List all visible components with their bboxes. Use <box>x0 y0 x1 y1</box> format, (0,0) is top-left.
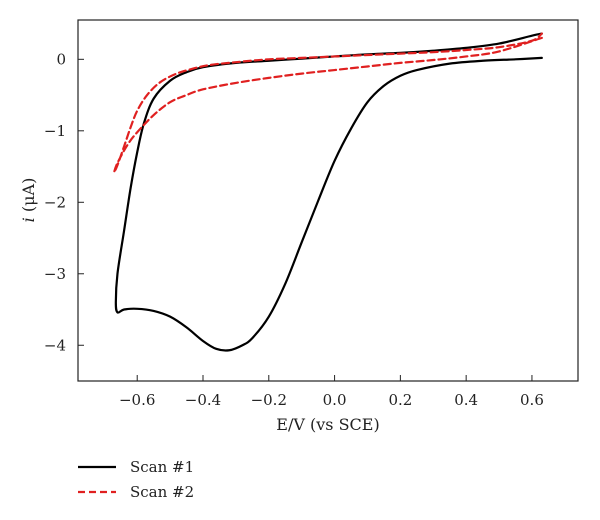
legend-label-scan-2: Scan #2 <box>130 483 194 501</box>
y-axis-label-unit: (μA) <box>19 178 38 218</box>
y-tick-label: 0 <box>56 50 66 68</box>
y-tick-label: −3 <box>44 265 66 283</box>
y-tick-label: −2 <box>44 193 66 211</box>
x-tick-label: 0.0 <box>323 391 347 409</box>
plot-frame <box>77 19 579 382</box>
series-line-scan-2 <box>113 32 543 174</box>
y-tick-label: −4 <box>44 336 66 354</box>
x-tick-label: −0.2 <box>251 391 287 409</box>
legend: Scan #1 Scan #2 <box>78 458 194 501</box>
y-tick-label: −1 <box>44 122 66 140</box>
x-axis-ticks: −0.6 −0.4 −0.2 0.0 0.2 0.4 0.6 <box>119 375 544 409</box>
y-axis-ticks: 0 −1 −2 −3 −4 <box>44 50 84 354</box>
series-lines <box>113 32 543 352</box>
x-tick-label: −0.4 <box>185 391 221 409</box>
x-tick-label: −0.6 <box>119 391 155 409</box>
y-axis-label-italic: i <box>19 217 38 222</box>
x-tick-label: 0.6 <box>520 391 544 409</box>
y-axis-label: i (μA) <box>19 178 38 223</box>
series-line-scan-1 <box>114 32 543 352</box>
x-axis-label: E/V (vs SCE) <box>276 415 379 434</box>
legend-label-scan-1: Scan #1 <box>130 458 194 476</box>
x-tick-label: 0.2 <box>388 391 412 409</box>
x-tick-label: 0.4 <box>454 391 478 409</box>
